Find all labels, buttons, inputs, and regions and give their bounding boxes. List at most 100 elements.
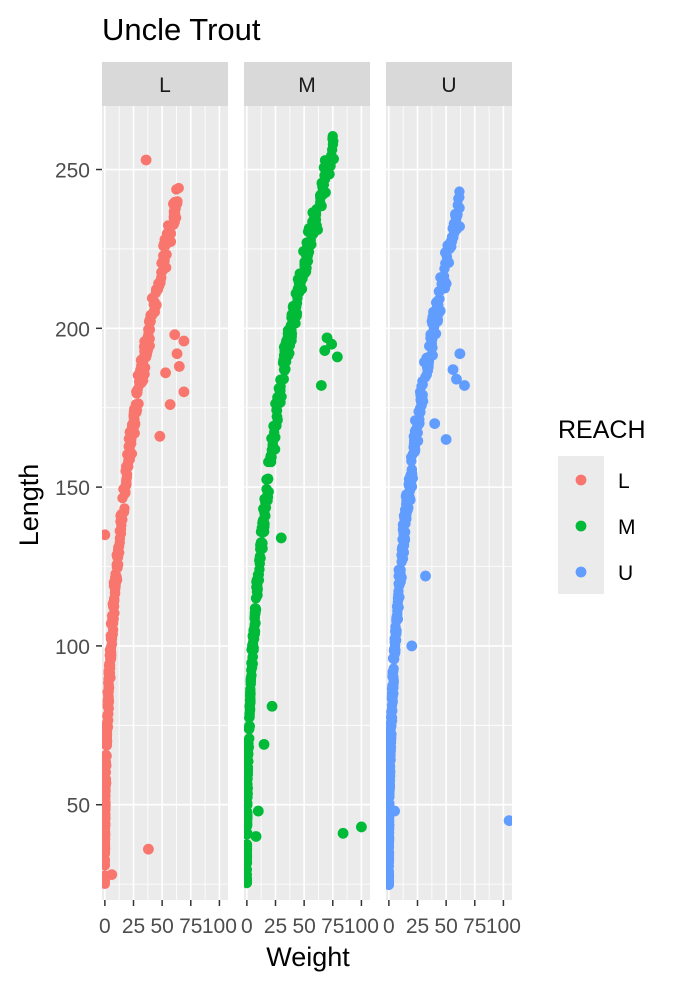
data-point: [244, 742, 255, 753]
legend-key-m: [575, 520, 587, 532]
data-point: [244, 873, 253, 884]
data-point: [102, 780, 111, 791]
x-tick-label: 100: [486, 915, 521, 938]
data-point: [429, 418, 441, 429]
data-point: [386, 824, 395, 835]
data-point: [275, 397, 286, 408]
data-point: [141, 349, 152, 360]
facet-panel-m: M 0 25 50 75 100: [241, 62, 379, 938]
data-point: [158, 240, 169, 252]
data-point: [102, 854, 111, 866]
data-point: [312, 224, 323, 236]
data-point: [103, 682, 114, 693]
data-point: [386, 712, 398, 723]
data-point: [111, 561, 123, 573]
data-point: [262, 491, 274, 503]
data-point: [386, 849, 395, 860]
data-point: [154, 430, 166, 442]
data-point: [420, 371, 431, 383]
data-point: [326, 150, 337, 161]
data-point: [110, 578, 121, 589]
data-point: [275, 374, 286, 385]
x-tick-label: 0: [241, 915, 253, 938]
data-point: [386, 726, 396, 737]
data-point: [320, 169, 331, 181]
data-point: [144, 324, 156, 335]
data-point: [178, 386, 190, 398]
data-point: [248, 642, 259, 653]
data-point: [102, 803, 111, 815]
data-point: [326, 338, 338, 350]
data-point: [149, 296, 160, 308]
data-point: [414, 414, 425, 425]
data-point: [266, 700, 278, 712]
data-point: [299, 268, 310, 279]
data-point: [117, 492, 128, 504]
x-tick-label: 25: [264, 915, 287, 938]
data-point: [173, 361, 185, 372]
data-point: [389, 805, 400, 817]
data-point: [439, 247, 451, 258]
data-point: [437, 276, 448, 287]
data-point: [439, 263, 450, 274]
data-point: [161, 249, 172, 260]
data-point: [142, 843, 154, 855]
data-point: [429, 317, 441, 329]
data-point: [459, 380, 470, 391]
data-point: [106, 869, 118, 880]
data-point: [425, 341, 436, 352]
data-point: [107, 599, 119, 610]
data-point: [420, 570, 431, 582]
data-point: [409, 425, 421, 437]
data-point: [318, 179, 330, 190]
data-point: [259, 506, 270, 518]
data-point: [258, 738, 270, 750]
data-point: [250, 593, 262, 604]
data-point: [454, 191, 465, 203]
data-point: [153, 280, 165, 292]
data-point: [254, 552, 266, 563]
data-point: [250, 608, 261, 619]
data-point: [315, 380, 327, 391]
data-point: [394, 568, 405, 579]
legend: REACH LMU: [558, 416, 646, 594]
data-point: [406, 640, 418, 652]
data-point: [244, 820, 253, 832]
data-point: [262, 473, 274, 484]
data-point: [244, 764, 254, 775]
data-point: [252, 805, 264, 817]
data-point: [102, 844, 111, 855]
data-point: [386, 684, 398, 695]
x-tick-label: 0: [383, 915, 395, 938]
data-point: [450, 210, 461, 221]
data-point: [131, 386, 142, 397]
data-point: [415, 393, 427, 404]
data-point: [391, 613, 402, 624]
data-point: [244, 850, 253, 861]
data-point: [149, 306, 160, 318]
data-point: [171, 348, 183, 360]
data-point: [137, 361, 148, 372]
data-point: [271, 411, 282, 422]
data-point: [286, 331, 297, 343]
data-point: [114, 525, 126, 537]
x-tick-label: 100: [202, 915, 237, 938]
data-point: [302, 250, 313, 261]
x-tick-label: 0: [99, 915, 111, 938]
data-point: [117, 514, 128, 525]
y-tick-label: 200: [55, 318, 90, 341]
legend-label: U: [618, 562, 633, 585]
data-point: [406, 473, 417, 485]
x-tick-label: 25: [406, 915, 429, 938]
data-point: [440, 434, 452, 445]
data-point: [386, 868, 395, 879]
data-point: [244, 807, 253, 818]
data-point: [451, 373, 462, 385]
y-tick-label: 250: [55, 160, 90, 183]
data-point: [389, 643, 401, 655]
x-tick-label: 50: [150, 915, 173, 938]
data-point: [413, 406, 424, 417]
data-point: [386, 857, 395, 868]
data-point: [447, 364, 459, 376]
data-point: [386, 735, 397, 746]
